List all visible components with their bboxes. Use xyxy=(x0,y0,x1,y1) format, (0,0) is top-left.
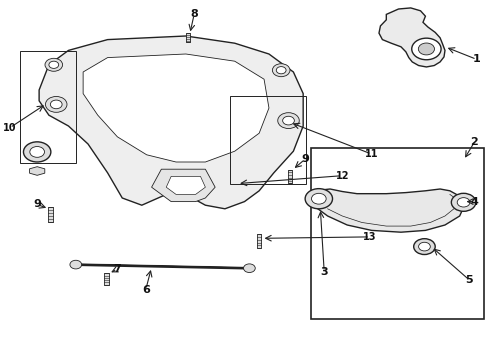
Circle shape xyxy=(276,67,285,74)
Polygon shape xyxy=(378,8,444,67)
Text: 4: 4 xyxy=(469,197,477,207)
Circle shape xyxy=(456,198,469,207)
Bar xyxy=(48,207,52,222)
Polygon shape xyxy=(166,176,205,194)
Bar xyxy=(310,148,483,319)
Text: 5: 5 xyxy=(465,275,472,285)
Polygon shape xyxy=(151,169,215,202)
Polygon shape xyxy=(29,167,45,175)
Text: 9: 9 xyxy=(33,199,41,210)
Polygon shape xyxy=(312,189,464,232)
Circle shape xyxy=(45,58,62,71)
Circle shape xyxy=(450,193,475,211)
Polygon shape xyxy=(83,54,268,162)
Circle shape xyxy=(277,113,299,129)
Text: 11: 11 xyxy=(364,149,378,159)
Circle shape xyxy=(411,38,440,60)
Bar xyxy=(257,234,261,248)
Circle shape xyxy=(70,260,81,269)
Circle shape xyxy=(272,64,289,77)
Bar xyxy=(287,170,292,183)
Text: 9: 9 xyxy=(301,154,308,164)
Text: 1: 1 xyxy=(472,54,480,64)
Circle shape xyxy=(45,96,67,112)
Circle shape xyxy=(30,147,44,157)
Circle shape xyxy=(282,116,294,125)
Circle shape xyxy=(49,61,59,68)
Text: 3: 3 xyxy=(320,267,327,277)
Polygon shape xyxy=(39,36,303,209)
Bar xyxy=(104,273,108,285)
Text: 10: 10 xyxy=(3,123,17,133)
Bar xyxy=(185,33,190,42)
Circle shape xyxy=(311,193,325,204)
Circle shape xyxy=(418,242,429,251)
Circle shape xyxy=(305,189,332,209)
Circle shape xyxy=(23,142,51,162)
Text: 8: 8 xyxy=(190,9,198,19)
Bar xyxy=(20,51,76,163)
Circle shape xyxy=(50,100,62,109)
Text: 2: 2 xyxy=(469,137,477,147)
Circle shape xyxy=(413,239,434,255)
Text: 13: 13 xyxy=(363,232,376,242)
Text: 12: 12 xyxy=(335,171,348,181)
Circle shape xyxy=(417,43,434,55)
Text: 6: 6 xyxy=(142,285,149,295)
Bar xyxy=(229,96,305,184)
Circle shape xyxy=(243,264,255,273)
Text: 7: 7 xyxy=(113,264,121,274)
